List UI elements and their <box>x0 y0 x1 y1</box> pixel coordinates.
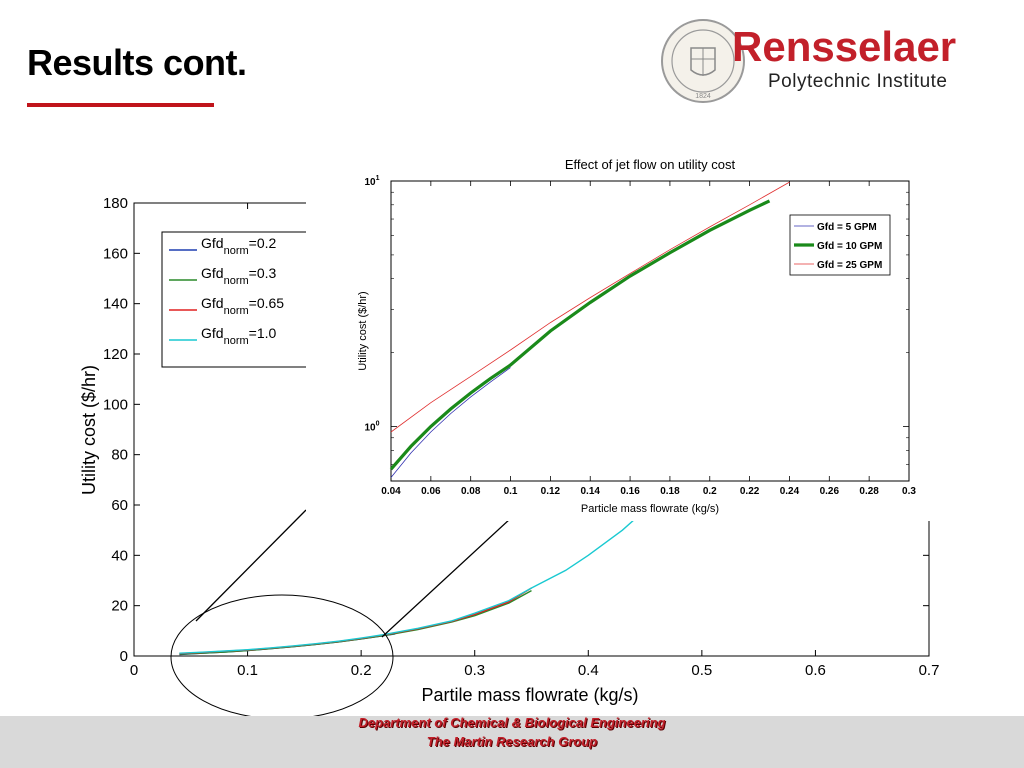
inset-legend: Gfd = 5 GPM Gfd = 10 GPM Gfd = 25 GPM <box>789 214 891 276</box>
logo-subtitle: Polytechnic Institute <box>768 71 948 92</box>
footer-department: Department of Chemical & Biological Engi… <box>358 715 666 730</box>
main-legend-label: Gfdnorm=0.3 <box>201 265 276 287</box>
main-y-tick-label: 140 <box>103 296 128 313</box>
main-x-tick-label: 0.5 <box>691 662 712 679</box>
main-y-tick-label: 40 <box>111 547 128 564</box>
inset-title: Effect of jet flow on utility cost <box>565 157 736 172</box>
footer-research-group: The Martin Research Group <box>426 734 598 749</box>
inset-x-tick-label: 0.16 <box>620 486 640 497</box>
seal-year: 1824 <box>695 93 711 100</box>
main-legend-label: Gfdnorm=0.65 <box>201 295 284 317</box>
main-y-tick-label: 160 <box>103 245 128 262</box>
main-x-tick-label: 0 <box>130 662 138 679</box>
zoom-connector-right <box>381 518 511 638</box>
inset-x-tick-label: 0.3 <box>902 486 916 497</box>
main-y-tick-label: 180 <box>103 195 128 212</box>
main-y-ticks: 0 20 40 60 80 100 120 140 160 180 <box>103 195 929 665</box>
main-legend-label: Gfdnorm=1.0 <box>201 325 276 347</box>
inset-x-tick-label: 0.04 <box>381 486 401 497</box>
inset-x-tick-label: 0.28 <box>859 486 879 497</box>
inset-legend-label: Gfd = 5 GPM <box>817 222 877 233</box>
inset-series-line <box>389 199 771 471</box>
inset-x-tick-label: 0.12 <box>541 486 561 497</box>
main-y-tick-label: 80 <box>111 447 128 464</box>
inset-x-tick-label: 0.22 <box>740 486 760 497</box>
inset-x-tick-label: 0.08 <box>461 486 481 497</box>
main-y-tick-label: 20 <box>111 598 128 615</box>
main-legend-box <box>161 231 309 368</box>
main-y-tick-label: 100 <box>103 396 128 413</box>
main-y-tick-label: 60 <box>111 497 128 514</box>
inset-series-line <box>390 181 790 433</box>
main-y-tick-label: 0 <box>120 648 128 665</box>
inset-y-tick-label: 101 <box>364 175 379 188</box>
inset-x-tick-label: 0.24 <box>780 486 800 497</box>
main-x-tick-label: 0.4 <box>578 662 599 679</box>
main-x-tick-label: 0.7 <box>919 662 940 679</box>
inset-x-tick-label: 0.1 <box>504 486 518 497</box>
inset-y-tick-label: 100 <box>364 421 379 434</box>
rensselaer-seal-logo: 1824 <box>661 19 745 103</box>
main-x-tick-label: 0.1 <box>237 662 258 679</box>
title-underline <box>27 103 214 107</box>
main-y-axis-label: Utility cost ($/hr) <box>79 365 99 495</box>
inset-chart: Effect of jet flow on utility cost 0.04 0… <box>306 148 930 521</box>
main-x-ticks: 0 0.1 0.2 0.3 0.4 0.5 0.6 0.7 <box>130 203 940 679</box>
inset-x-ticks: 0.04 0.06 0.08 0.1 0.12 0.14 0.16 0.18 0.2 0.22 0.… <box>381 181 916 497</box>
main-x-tick-label: 0.3 <box>464 662 485 679</box>
main-legend: Gfdnorm=0.2 Gfdnorm=0.3 Gfdnorm=0.65 Gfdnor… <box>161 231 309 368</box>
inset-legend-label: Gfd = 10 GPM <box>817 241 882 252</box>
inset-series-lines <box>389 181 790 478</box>
slide-title: Results cont. <box>27 42 247 83</box>
inset-x-tick-label: 0.06 <box>421 486 441 497</box>
inset-x-tick-label: 0.18 <box>660 486 680 497</box>
inset-series-line <box>390 367 511 478</box>
main-y-tick-label: 120 <box>103 346 128 363</box>
main-legend-label: Gfdnorm=0.2 <box>201 235 276 257</box>
inset-legend-label: Gfd = 25 GPM <box>817 260 882 271</box>
inset-x-tick-label: 0.2 <box>703 486 717 497</box>
zoom-connector-left <box>195 509 307 622</box>
main-x-axis-label: Partile mass flowrate (kg/s) <box>421 685 638 705</box>
inset-x-tick-label: 0.14 <box>580 486 600 497</box>
main-x-tick-label: 0.6 <box>805 662 826 679</box>
logo-wordmark: Rensselaer <box>732 23 957 70</box>
inset-x-axis-label: Particle mass flowrate (kg/s) <box>581 503 719 515</box>
inset-y-ticks: 100 101 <box>364 175 909 482</box>
inset-y-axis-label: Utility cost ($/hr) <box>357 291 369 370</box>
main-x-tick-label: 0.2 <box>351 662 372 679</box>
inset-x-tick-label: 0.26 <box>820 486 840 497</box>
footer-band <box>0 716 1024 768</box>
